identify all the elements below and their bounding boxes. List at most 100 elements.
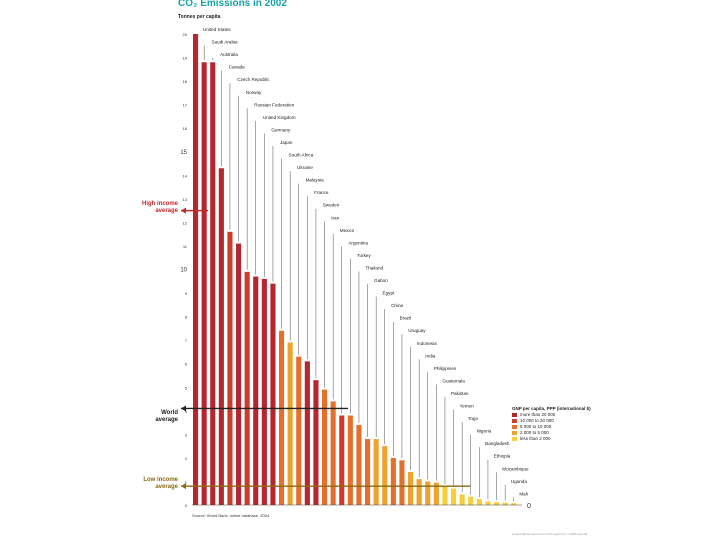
bar-label: Guatemala xyxy=(442,378,465,383)
y-tick-label: 14 xyxy=(183,173,188,178)
bar-label: Thailand xyxy=(365,265,383,270)
legend-label: less than 2 000 xyxy=(520,436,551,441)
right-axis-zero-label: 0 xyxy=(527,503,531,510)
bar xyxy=(502,502,508,505)
bar xyxy=(390,457,396,505)
bar-label: France xyxy=(314,190,329,195)
bar xyxy=(451,488,457,505)
bar-label: Sweden xyxy=(323,203,340,208)
legend-label: 5 000 to 10 000 xyxy=(520,424,552,429)
bar xyxy=(253,276,259,505)
y-tick-label: 1 xyxy=(185,479,188,484)
bar xyxy=(270,283,276,505)
bar xyxy=(399,460,405,505)
legend-title: GNP per capita, PPP (international $) xyxy=(512,406,591,411)
source-note: Source: World Bank, online database, 200… xyxy=(192,513,271,518)
bar xyxy=(322,389,328,505)
bar-label: Mexico xyxy=(340,228,355,233)
bar-label: Indonesia xyxy=(417,341,437,346)
bar xyxy=(339,415,345,505)
bar-label: United Kingdom xyxy=(263,115,296,120)
bar-label: Mozambique xyxy=(502,466,529,471)
bar xyxy=(373,439,379,505)
bar-label: United States xyxy=(203,27,231,32)
y-tick-label: 6 xyxy=(185,362,188,367)
legend-swatch xyxy=(512,436,517,441)
bar-label: Mali xyxy=(519,491,527,496)
legend-item: less than 2 000 xyxy=(512,436,591,441)
bar xyxy=(425,481,431,505)
y-tick-label: 7 xyxy=(185,338,188,343)
bar xyxy=(494,502,500,505)
bar-label: Bangladesh xyxy=(485,441,510,446)
high-income-average-label: High income average xyxy=(141,201,178,214)
y-tick-label: 11 xyxy=(183,244,188,249)
bar xyxy=(365,439,371,505)
bar-label: Turkey xyxy=(357,253,372,258)
bar-label: Ukraine xyxy=(297,165,313,170)
bar-label: China xyxy=(391,303,403,308)
bar-label: Iran xyxy=(331,215,339,220)
bar xyxy=(296,356,302,505)
bar-label: Ethiopia xyxy=(494,454,511,459)
bar xyxy=(382,446,388,505)
bar-label: Gabon xyxy=(374,278,388,283)
bar xyxy=(227,231,233,505)
bar-label: Uganda xyxy=(511,479,528,484)
y-tick-label: 15 xyxy=(180,150,187,156)
bar xyxy=(244,271,250,505)
bar-label: Nigeria xyxy=(477,429,492,434)
credit-note: United Nations Environment Programme / G… xyxy=(512,532,588,536)
legend-label: 2 000 to 5 000 xyxy=(520,430,549,435)
bar-label: Argentina xyxy=(348,240,368,245)
average-arrow xyxy=(181,483,186,490)
bar xyxy=(287,342,293,505)
bar xyxy=(485,501,491,505)
legend-swatch xyxy=(512,418,517,423)
chart-title: CO₂ Emissions in 2002 xyxy=(178,0,287,9)
bar-label: Philippines xyxy=(434,366,457,371)
legend: GNP per capita, PPP (international $) mo… xyxy=(512,406,591,441)
bar xyxy=(468,496,474,505)
bar-label: Canada xyxy=(229,65,246,70)
low-income-average-label: Low income average xyxy=(143,477,178,490)
y-tick-label: 20 xyxy=(183,32,188,37)
legend-label: more than 20 000 xyxy=(520,412,556,417)
y-tick-label: 18 xyxy=(183,79,188,84)
bar xyxy=(459,494,465,505)
average-arrow xyxy=(181,207,186,214)
y-tick-label: 19 xyxy=(183,56,188,61)
bar xyxy=(416,479,422,505)
y-tick-label: 0 xyxy=(185,503,188,508)
y-tick-label: 8 xyxy=(185,315,188,320)
legend-swatch xyxy=(512,424,517,429)
bar xyxy=(261,278,267,505)
y-tick-label: 16 xyxy=(183,126,188,131)
average-arrow xyxy=(181,405,186,412)
bar xyxy=(218,168,224,506)
legend-item: 5 000 to 10 000 xyxy=(512,424,591,429)
bar xyxy=(193,34,199,505)
bar xyxy=(236,243,242,505)
legend-label: 10 000 to 20 000 xyxy=(520,418,554,423)
bar-label: South Africa xyxy=(289,153,314,158)
y-tick-label: 13 xyxy=(183,197,188,202)
bar-label: Yemen xyxy=(460,404,475,409)
legend-swatch xyxy=(512,412,517,417)
y-tick-label: 2 xyxy=(185,456,188,461)
bar-label: Germany xyxy=(271,127,291,132)
bar-label: Russian Federation xyxy=(254,102,294,107)
bar xyxy=(210,62,216,505)
bar-label: Saudi Arabia xyxy=(212,40,238,45)
y-tick-label: 10 xyxy=(180,268,187,274)
bar-label: Togo xyxy=(468,416,478,421)
y-axis-label: Tonnes per capita xyxy=(178,14,221,20)
y-tick-label: 4 xyxy=(185,409,188,414)
y-tick-label: 9 xyxy=(185,291,188,296)
bar xyxy=(476,499,482,505)
bar-label: Pakistan xyxy=(451,391,469,396)
bar xyxy=(347,415,353,505)
bar xyxy=(304,361,310,505)
y-tick-label: 12 xyxy=(183,220,188,225)
